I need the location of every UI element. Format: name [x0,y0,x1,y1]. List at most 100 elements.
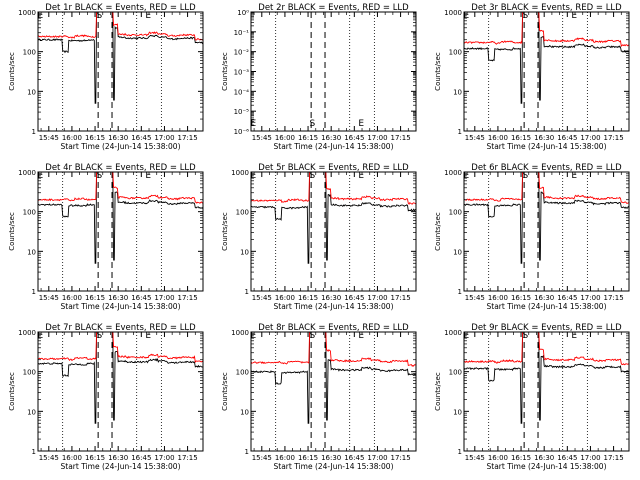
x-tick-label: 16:45 [557,134,577,142]
y-axis-label: Counts/sec [221,52,229,91]
marker-label: E [571,331,577,341]
y-tick-label: 1 [245,448,249,456]
y-tick-label: 10⁻⁶ [234,128,250,136]
y-tick-label: 100 [449,369,462,377]
x-tick-label: 17:00 [367,294,387,302]
marker-label: E [463,11,469,21]
panel-det-5: Det 5r BLACK = Events, RED = LLD 1 10 100 10… [221,163,417,311]
panel-title: Det 7r BLACK = Events, RED = LLD [45,323,196,333]
panel-det-9: Det 9r BLACK = Events, RED = LLD 1 10 100 10… [434,323,630,471]
events-series [251,332,416,424]
x-tick-label: 16:15 [298,294,318,302]
x-axis-label: Start Time (24-Jun-14 15:38:00) [274,142,394,151]
x-tick-label: 16:15 [85,134,105,142]
panel-det-7: Det 7r BLACK = Events, RED = LLD 1 10 100 10… [8,323,204,471]
y-tick-label: 1000 [18,9,36,17]
x-tick-label: 16:45 [131,454,151,462]
x-tick-label: 17:15 [603,134,623,142]
y-tick-label: 10 [27,88,36,96]
panel-title: Det 4r BLACK = Events, RED = LLD [45,163,196,173]
y-tick-label: 1000 [231,329,249,337]
x-tick-label: 17:00 [580,134,600,142]
y-tick-label: 10⁻⁴ [234,88,250,96]
x-tick-label: 16:45 [557,454,577,462]
y-axis-label: Counts/sec [221,372,229,411]
y-axis-label: Counts/sec [8,372,16,411]
x-tick-label: 17:00 [367,454,387,462]
plot-frame [250,331,417,452]
y-axis-label: Counts/sec [434,52,442,91]
x-tick-label: 16:30 [321,454,341,462]
y-tick-label: 1000 [444,9,462,17]
x-tick-label: 16:15 [85,294,105,302]
y-axis-label: Counts/sec [434,372,442,411]
marker-label: S [310,331,316,341]
panel-title: Det 8r BLACK = Events, RED = LLD [258,323,409,333]
y-tick-label: 1000 [444,329,462,337]
lld-series [38,172,203,204]
panel-title: Det 5r BLACK = Events, RED = LLD [258,163,409,173]
x-tick-label: 16:30 [534,134,554,142]
marker-label: E [37,331,43,341]
y-tick-label: 1 [458,128,462,136]
panel-det-4: Det 4r BLACK = Events, RED = LLD 1 10 100 10… [8,163,204,311]
x-tick-label: 16:15 [511,294,531,302]
x-tick-label: 16:00 [62,134,82,142]
marker-label: S [97,331,103,341]
panel-title: Det 6r BLACK = Events, RED = LLD [471,163,622,173]
marker-label: E [145,171,151,181]
x-axis-label: Start Time (24-Jun-14 15:38:00) [487,462,607,471]
marker-label: S [523,11,529,21]
y-axis-label: Counts/sec [434,212,442,251]
panel-det-6: Det 6r BLACK = Events, RED = LLD 1 10 100 10… [434,163,630,311]
events-series [464,12,629,104]
x-tick-label: 16:45 [344,134,364,142]
y-tick-label: 10⁻¹ [234,29,250,37]
panel-det-1: Det 1r BLACK = Events, RED = LLD 1 10 100 10… [8,3,204,151]
lld-series [38,332,203,363]
x-tick-label: 16:45 [344,454,364,462]
y-tick-label: 100 [236,209,249,217]
y-axis-label: Counts/sec [8,212,16,251]
y-tick-label: 1000 [444,169,462,177]
x-tick-label: 16:30 [534,454,554,462]
y-tick-label: 10 [240,248,249,256]
y-tick-label: 10⁻⁵ [234,108,250,116]
x-tick-label: 17:15 [390,294,410,302]
x-tick-label: 16:00 [62,294,82,302]
y-tick-label: 1 [458,448,462,456]
plot-frame [463,171,630,292]
y-tick-label: 1000 [231,169,249,177]
marker-label: E [250,171,256,181]
x-tick-label: 16:30 [321,294,341,302]
panel-det-8: Det 8r BLACK = Events, RED = LLD 1 10 100 10… [221,323,417,471]
marker-label: E [358,119,364,129]
y-tick-label: 10 [27,408,36,416]
x-tick-label: 15:45 [465,454,485,462]
marker-label: S [97,171,103,181]
x-tick-label: 16:15 [511,134,531,142]
marker-label: E [250,119,256,129]
x-tick-label: 16:45 [557,294,577,302]
x-axis-label: Start Time (24-Jun-14 15:38:00) [274,462,394,471]
marker-label: S [97,11,103,21]
x-tick-label: 16:00 [275,134,295,142]
lld-series [251,172,416,205]
x-tick-label: 15:45 [39,294,59,302]
y-tick-label: 10 [27,248,36,256]
x-axis-label: Start Time (24-Jun-14 15:38:00) [487,302,607,311]
events-series [251,172,416,264]
marker-label: E [571,11,577,21]
x-tick-label: 16:15 [511,454,531,462]
y-tick-label: 10⁻³ [234,69,250,77]
y-tick-label: 100 [449,49,462,57]
marker-label: E [145,331,151,341]
x-tick-label: 15:45 [39,134,59,142]
marker-label: E [463,331,469,341]
plot-frame [463,331,630,452]
x-tick-label: 17:15 [603,294,623,302]
marker-label: E [358,171,364,181]
y-tick-label: 100 [449,209,462,217]
x-tick-label: 16:00 [62,454,82,462]
